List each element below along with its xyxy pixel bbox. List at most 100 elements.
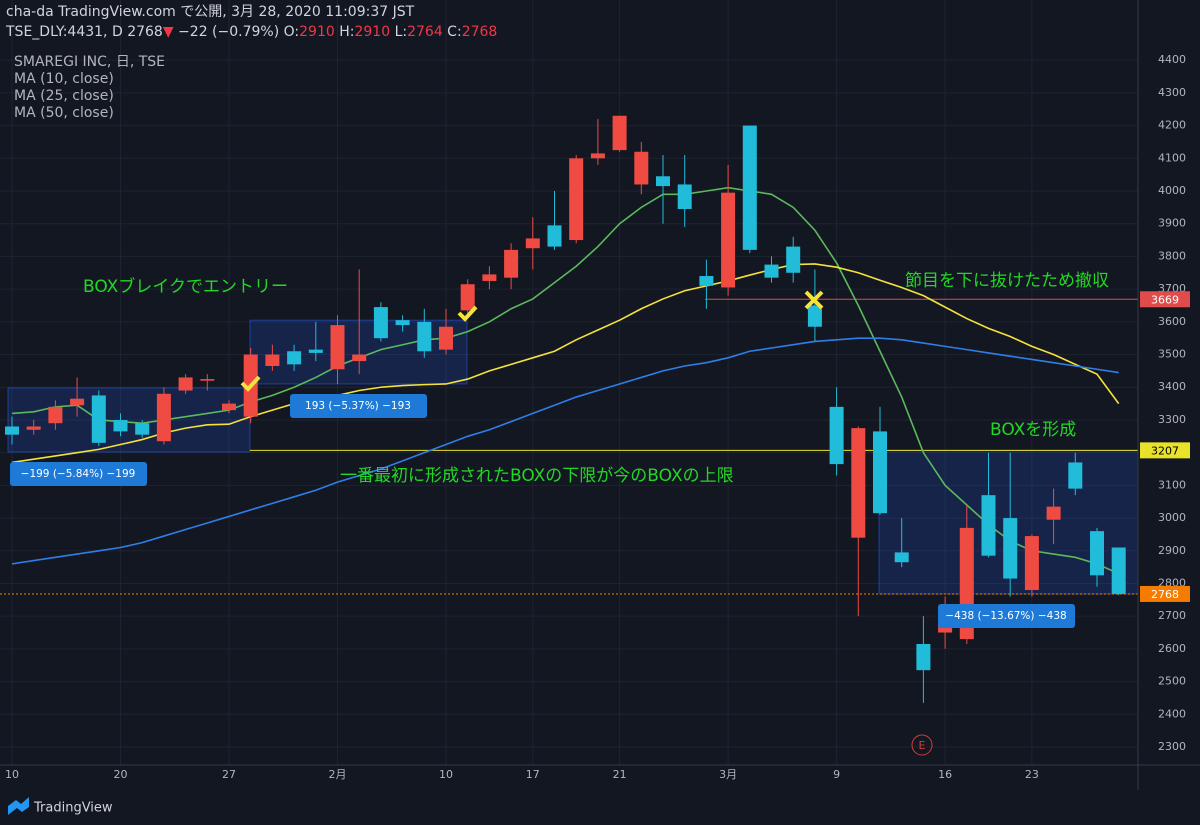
candle-body <box>460 284 475 311</box>
level-label: 3207 <box>1151 444 1179 457</box>
candle-body <box>829 406 844 465</box>
annotation: 節目を下に抜けたため撤収 <box>905 271 1109 291</box>
candle-body <box>70 398 85 406</box>
x-tick-label: 17 <box>526 768 540 781</box>
y-tick-label: 3400 <box>1158 380 1186 393</box>
x-tick-label: 9 <box>833 768 840 781</box>
measure-label: 193 (−5.37%) −193 <box>305 400 411 412</box>
candle-body <box>742 125 757 250</box>
measure-label-bg <box>938 604 1075 628</box>
y-tick-label: 4400 <box>1158 53 1186 66</box>
candle-body <box>894 552 909 563</box>
grid <box>0 0 1138 765</box>
y-tick-label: 3100 <box>1158 478 1186 491</box>
legend-entry: MA (10, close) <box>14 71 114 87</box>
quote-part: L: <box>390 24 407 40</box>
candle-body <box>590 153 605 159</box>
quote-part: C: <box>443 24 462 40</box>
candle-body <box>612 115 627 151</box>
y-tick-label: 3600 <box>1158 315 1186 328</box>
candle-body <box>1024 536 1039 591</box>
candle-body <box>721 192 736 288</box>
candle-body <box>525 238 540 249</box>
quote-part: O: <box>284 24 300 40</box>
y-tick-label: 2900 <box>1158 544 1186 557</box>
candle-body <box>504 249 519 278</box>
quote-part: −22 (−0.79%) <box>174 24 284 40</box>
x-tick-label: 3月 <box>719 768 737 781</box>
candle-body <box>1090 531 1104 576</box>
candle-body <box>634 151 649 185</box>
y-tick-label: 4000 <box>1158 184 1186 197</box>
candle-body <box>1111 547 1126 594</box>
x-tick-label: 23 <box>1025 768 1039 781</box>
y-tick-label: 3000 <box>1158 511 1186 524</box>
quote-part: ▼ <box>163 24 174 40</box>
candle-body <box>156 393 171 442</box>
y-tick-label: 3300 <box>1158 413 1186 426</box>
candle-body <box>764 264 779 278</box>
y-tick-label: 2700 <box>1158 609 1186 622</box>
candle-body <box>873 431 887 514</box>
logo-icon <box>8 797 29 815</box>
candle-body <box>807 305 822 327</box>
candle-body <box>265 354 280 366</box>
annotation: BOXブレイクでエントリー <box>83 276 288 297</box>
cross-marker <box>804 290 824 310</box>
quote-part: 2910 <box>354 24 390 40</box>
quote-line: TSE_DLY:4431, D 2768▼ −22 (−0.79%) O:291… <box>5 24 497 40</box>
plot <box>0 115 1139 703</box>
candle-body <box>699 276 714 286</box>
level-label-bg <box>1140 291 1190 308</box>
y-tick-label: 2300 <box>1158 740 1186 753</box>
candle-body <box>482 274 497 281</box>
level-label-bg <box>1140 442 1190 459</box>
footer-logo: TradingView <box>33 801 113 816</box>
x-tick-label: 10 <box>439 768 453 781</box>
candle-body <box>1003 518 1018 579</box>
candle-body <box>439 326 453 350</box>
x-tick-label: 20 <box>114 768 128 781</box>
legend-entry: MA (25, close) <box>14 88 114 104</box>
candle-body <box>547 225 562 247</box>
candle-body <box>308 349 323 353</box>
y-tick-label: 2500 <box>1158 675 1186 688</box>
candle-body <box>222 403 236 411</box>
y-tick-label: 3900 <box>1158 217 1186 230</box>
level-label: 2768 <box>1151 588 1179 601</box>
x-tick-label: 2月 <box>329 768 347 781</box>
legend-entry: MA (50, close) <box>14 105 114 121</box>
x-tick-label: 10 <box>5 768 19 781</box>
candle-body <box>417 321 432 352</box>
candle-body <box>5 426 19 435</box>
candle-body <box>200 379 215 381</box>
candle-body <box>981 495 996 556</box>
candle-body <box>352 354 367 362</box>
footer-bar <box>0 790 1200 825</box>
x-tick-label: 21 <box>613 768 627 781</box>
candle-body <box>178 377 193 391</box>
candle-body <box>113 419 128 432</box>
earnings-marker <box>911 734 933 756</box>
legend-symbol: SMAREGI INC, 日, TSE <box>14 54 165 70</box>
candle-body <box>330 325 345 370</box>
check-marker <box>457 305 478 322</box>
y-tick-label: 4300 <box>1158 86 1186 99</box>
y-tick-label: 2600 <box>1158 642 1186 655</box>
candle-body <box>786 246 801 273</box>
y-tick-label: 4100 <box>1158 151 1186 164</box>
y-tick-label: 4200 <box>1158 119 1186 132</box>
measure-label: −199 (−5.84%) −199 <box>21 468 136 480</box>
quote-part: 2768 <box>127 24 163 40</box>
candle-body <box>395 320 410 326</box>
quote-part: 2764 <box>407 24 443 40</box>
published: cha-da TradingView.com で公開, 3月 28, 2020 … <box>6 4 415 20</box>
measure-label-bg <box>10 462 147 486</box>
level-label-bg <box>1140 585 1190 602</box>
quote-part: 2910 <box>299 24 335 40</box>
y-tick-label: 3800 <box>1158 249 1186 262</box>
candle-body <box>656 176 670 187</box>
